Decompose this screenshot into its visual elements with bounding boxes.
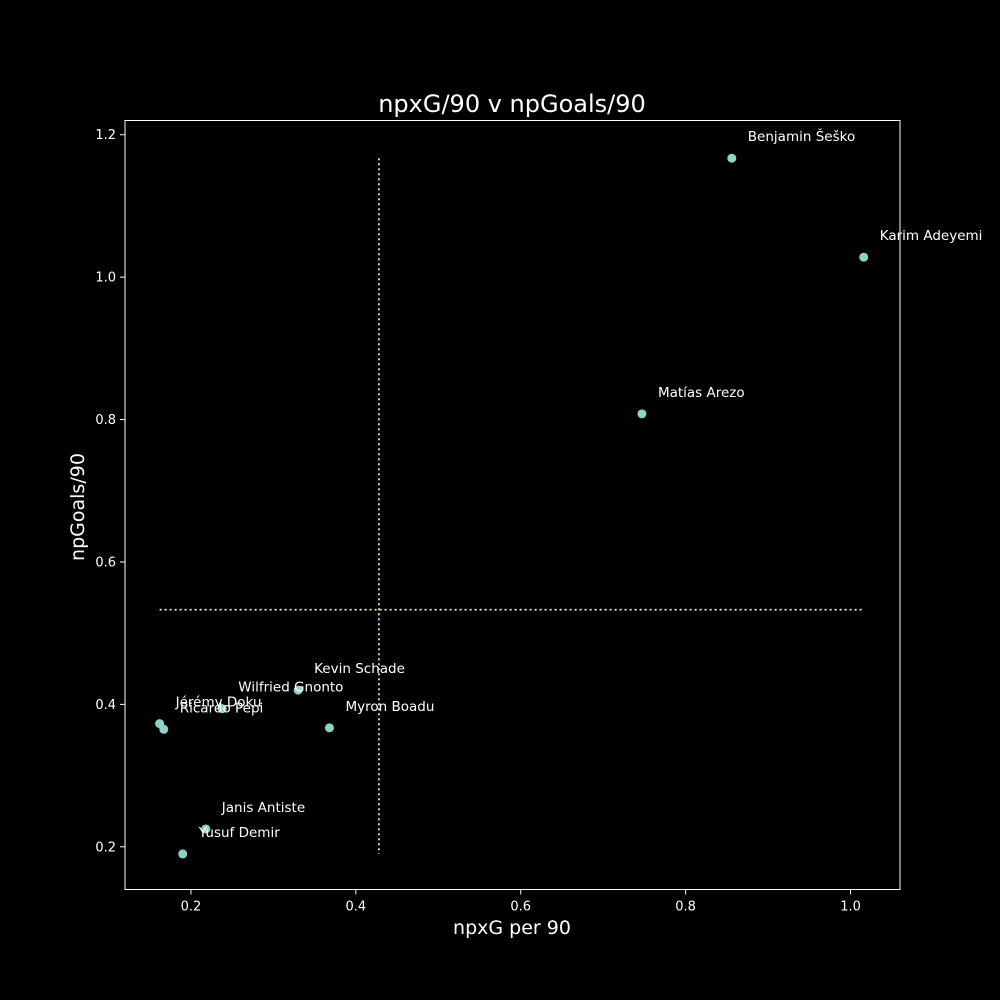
x-tick-label: 0.2 <box>181 900 202 915</box>
point-label: Wilfried Gnonto <box>238 680 343 696</box>
y-tick-label: 0.4 <box>95 698 116 713</box>
y-tick-label: 1.2 <box>95 128 116 143</box>
data-point <box>159 724 169 734</box>
point-label: Benjamin Šeško <box>748 127 855 145</box>
y-axis: 0.2 0.4 0.6 0.8 1.0 1.2 <box>95 128 125 855</box>
data-point <box>727 153 737 163</box>
x-tick-label: 1.0 <box>840 900 861 915</box>
y-tick-label: 0.2 <box>95 840 116 855</box>
point-label: Kevin Schade <box>314 661 405 677</box>
point-label: Karim Adeyemi <box>880 228 983 244</box>
x-tick-label: 0.8 <box>675 900 696 915</box>
data-point <box>217 704 227 714</box>
point-label: Jérémy Doku <box>175 695 262 711</box>
data-point <box>637 409 647 419</box>
x-tick-label: 0.4 <box>346 900 367 915</box>
data-point <box>324 723 334 733</box>
y-tick-label: 0.6 <box>95 555 116 570</box>
x-axis-label: npxG per 90 <box>453 917 571 939</box>
data-point <box>859 252 869 262</box>
point-label: Janis Antiste <box>221 800 305 816</box>
plot-area: Benjamin Šeško Karim Adeyemi Matías Arezo K… <box>155 127 983 859</box>
chart-title: npxG/90 v npGoals/90 <box>378 90 646 118</box>
point-label: Myron Boadu <box>345 699 434 715</box>
x-tick-label: 0.6 <box>510 900 531 915</box>
y-tick-label: 0.8 <box>95 413 116 428</box>
data-point <box>201 824 211 834</box>
plot-frame <box>124 120 901 890</box>
point-label: Yusuf Demir <box>198 825 280 841</box>
point-label: Ricardo Pepi <box>180 700 264 716</box>
data-point <box>293 685 303 695</box>
x-axis: 0.2 0.4 0.6 0.8 1.0 <box>181 889 861 915</box>
point-label: Matías Arezo <box>658 385 745 401</box>
y-tick-label: 1.0 <box>95 271 116 286</box>
y-axis-label: npGoals/90 <box>67 453 89 561</box>
data-point <box>178 849 188 859</box>
